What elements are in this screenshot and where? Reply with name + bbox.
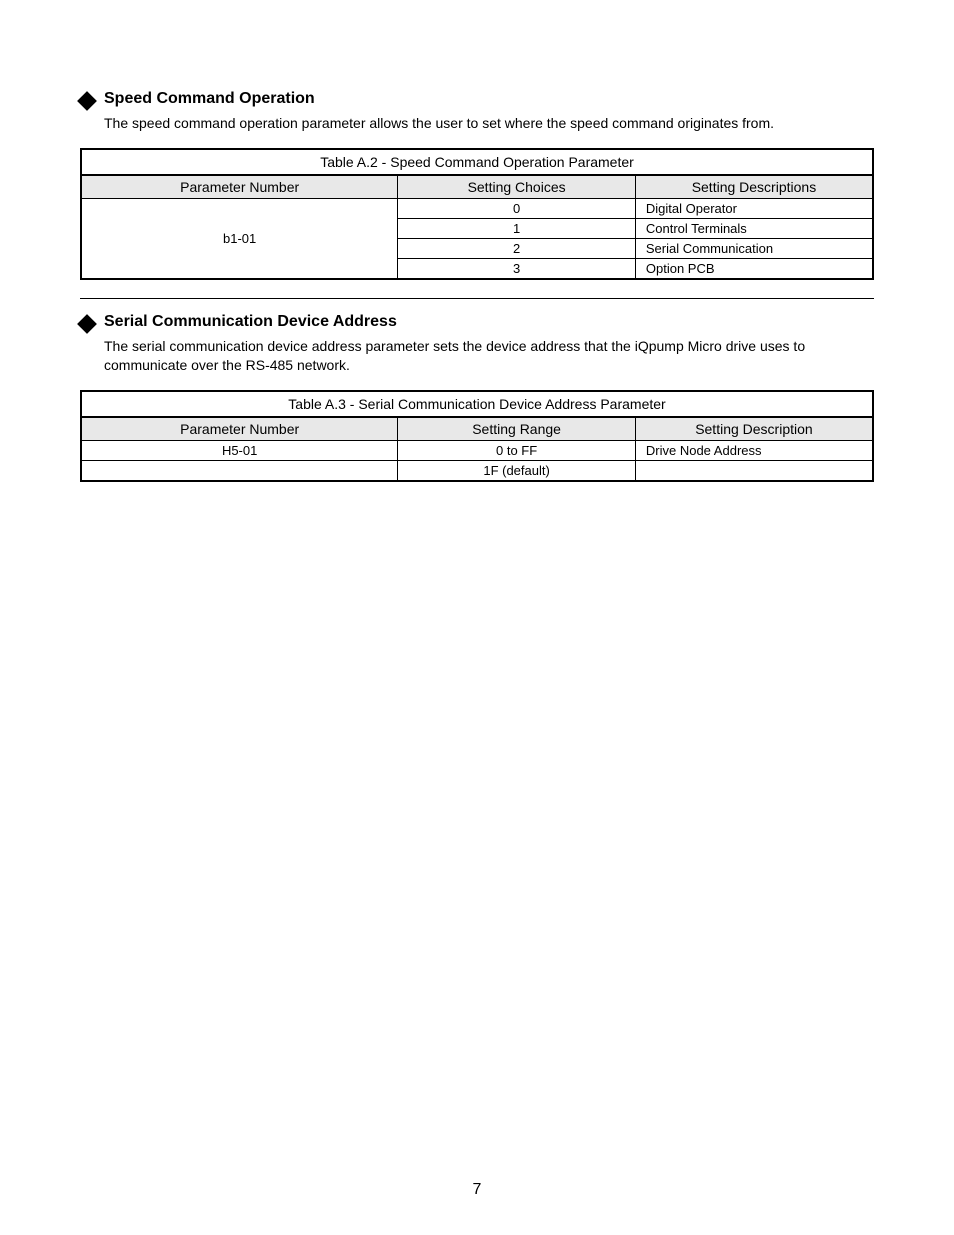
cell-range: 0 to FF: [398, 440, 636, 460]
cell-desc: Digital Operator: [635, 198, 873, 218]
cell-desc: Option PCB: [635, 258, 873, 279]
section-divider: [80, 298, 874, 299]
cell-desc: Serial Communication: [635, 238, 873, 258]
cell-param-number: b1-01: [81, 198, 398, 279]
col-header: Setting Description: [635, 417, 873, 441]
col-header: Setting Descriptions: [635, 175, 873, 199]
page-number: 7: [0, 1181, 954, 1199]
diamond-bullet-icon: [77, 91, 97, 111]
section-heading: Speed Command Operation: [80, 90, 874, 108]
table-row: b1-01 0 Digital Operator: [81, 198, 873, 218]
cell-desc: Control Terminals: [635, 218, 873, 238]
table-caption: Table A.3 - Serial Communication Device …: [80, 390, 874, 416]
diamond-bullet-icon: [77, 314, 97, 334]
section-title: Speed Command Operation: [104, 90, 315, 108]
cell-choice: 3: [398, 258, 636, 279]
section-description: The speed command operation parameter al…: [104, 114, 874, 134]
cell-param-number: H5-01: [81, 440, 398, 460]
cell-desc: Drive Node Address: [635, 440, 873, 460]
cell-range: 1F (default): [398, 460, 636, 481]
table-serial-address: Table A.3 - Serial Communication Device …: [80, 390, 874, 482]
col-header: Setting Choices: [398, 175, 636, 199]
section-heading: Serial Communication Device Address: [80, 313, 874, 331]
cell-choice: 2: [398, 238, 636, 258]
col-header: Setting Range: [398, 417, 636, 441]
cell-choice: 1: [398, 218, 636, 238]
cell-choice: 0: [398, 198, 636, 218]
section-title: Serial Communication Device Address: [104, 313, 397, 331]
section-serial-address: Serial Communication Device Address The …: [80, 313, 874, 482]
cell-param-number: [81, 460, 398, 481]
table-header-row: Parameter Number Setting Choices Setting…: [81, 175, 873, 199]
col-header: Parameter Number: [81, 417, 398, 441]
table-speed-command: Table A.2 - Speed Command Operation Para…: [80, 148, 874, 280]
table-row: 1F (default): [81, 460, 873, 481]
table-row: H5-01 0 to FF Drive Node Address: [81, 440, 873, 460]
section-speed-command: Speed Command Operation The speed comman…: [80, 90, 874, 280]
cell-desc: [635, 460, 873, 481]
col-header: Parameter Number: [81, 175, 398, 199]
section-description: The serial communication device address …: [104, 337, 874, 376]
table-caption: Table A.2 - Speed Command Operation Para…: [80, 148, 874, 174]
table-header-row: Parameter Number Setting Range Setting D…: [81, 417, 873, 441]
